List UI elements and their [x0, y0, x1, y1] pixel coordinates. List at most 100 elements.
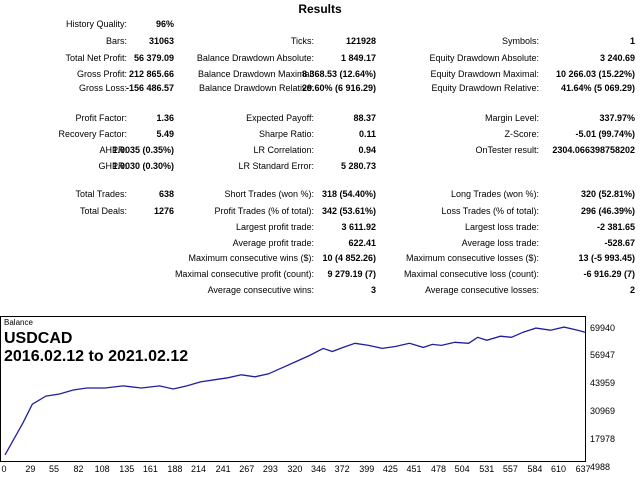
- history-quality-value: 96%: [155, 19, 174, 29]
- x-tick-label: 293: [262, 464, 278, 474]
- ahpr-label: AHPR:: [99, 145, 127, 155]
- average-loss-trade-value: -528.67: [604, 238, 635, 248]
- profit-trades-value: 342 (53.61%): [321, 206, 376, 216]
- max-consecutive-losses-label: Maximum consecutive losses ($):: [405, 253, 539, 263]
- ghpr-value: 1.0030 (0.30%): [112, 161, 174, 171]
- x-tick-label: 188: [167, 464, 183, 474]
- x-tick-label: 82: [73, 464, 84, 474]
- x-tick-label: 425: [382, 464, 398, 474]
- largest-loss-trade-label: Largest loss trade:: [464, 222, 539, 232]
- long-trades-label: Long Trades (won %):: [450, 189, 539, 199]
- equity-dd-absolute-label: Equity Drawdown Absolute:: [429, 53, 539, 63]
- total-net-profit-label: Total Net Profit:: [65, 53, 127, 63]
- z-score-label: Z-Score:: [504, 129, 539, 139]
- x-tick-label: 557: [502, 464, 518, 474]
- chart-symbol: USDCAD: [4, 330, 73, 347]
- loss-trades-label: Loss Trades (% of total):: [441, 206, 539, 216]
- short-trades-value: 318 (54.40%): [321, 189, 376, 199]
- margin-level-value: 337.97%: [599, 113, 635, 123]
- x-tick-label: 241: [215, 464, 231, 474]
- profit-factor-value: 1.36: [156, 113, 174, 123]
- gross-profit-label: Gross Profit:: [76, 69, 127, 79]
- total-trades-value: 638: [158, 189, 174, 199]
- y-tick-label: 17978: [590, 434, 616, 444]
- results-title: Results: [298, 2, 342, 16]
- average-profit-trade-label: Average profit trade:: [232, 238, 314, 248]
- maximal-consecutive-loss-value: -6 916.29 (7): [583, 269, 635, 279]
- maximal-consecutive-profit-label: Maximal consecutive profit (count):: [174, 269, 314, 279]
- recovery-factor-label: Recovery Factor:: [58, 129, 127, 139]
- equity-dd-relative-value: 41.64% (5 069.29): [560, 83, 635, 93]
- average-consecutive-wins-label: Average consecutive wins:: [207, 285, 314, 295]
- average-consecutive-losses-label: Average consecutive losses:: [425, 285, 539, 295]
- balance-dd-relative-value: 29.60% (6 916.29): [301, 83, 376, 93]
- y-tick-label: 30969: [590, 406, 616, 416]
- average-profit-trade-value: 622.41: [348, 238, 376, 248]
- ontester-result-label: OnTester result:: [475, 145, 539, 155]
- lr-standard-error-value: 5 280.73: [340, 161, 376, 171]
- chart-date-range: 2016.02.12 to 2021.02.12: [4, 348, 189, 365]
- max-consecutive-wins-value: 10 (4 852.26): [322, 253, 376, 263]
- gross-profit-value: 212 865.66: [128, 69, 174, 79]
- max-consecutive-wins-label: Maximum consecutive wins ($):: [188, 253, 314, 263]
- recovery-factor-value: 5.49: [156, 129, 174, 139]
- x-tick-label: 531: [479, 464, 495, 474]
- ahpr-value: 1.0035 (0.35%): [112, 145, 174, 155]
- ghpr-label: GHPR:: [98, 161, 127, 171]
- bars-label: Bars:: [105, 36, 127, 46]
- x-tick-label: 108: [94, 464, 110, 474]
- balance-dd-maximal-label: Balance Drawdown Maximal:: [197, 69, 314, 79]
- lr-correlation-value: 0.94: [358, 145, 376, 155]
- equity-dd-absolute-value: 3 240.69: [599, 53, 635, 63]
- gross-loss-label: Gross Loss:: [78, 83, 127, 93]
- loss-trades-value: 296 (46.39%): [580, 206, 635, 216]
- x-tick-label: 610: [551, 464, 567, 474]
- x-tick-label: 320: [287, 464, 303, 474]
- x-tick-label: 29: [25, 464, 36, 474]
- total-trades-label: Total Trades:: [75, 189, 127, 199]
- average-loss-trade-label: Average loss trade:: [461, 238, 539, 248]
- expected-payoff-value: 88.37: [353, 113, 376, 123]
- lr-correlation-label: LR Correlation:: [253, 145, 314, 155]
- y-tick-label: 4988: [590, 462, 611, 472]
- average-consecutive-losses-value: 2: [629, 285, 635, 295]
- ticks-label: Ticks:: [290, 36, 314, 46]
- largest-loss-trade-value: -2 381.65: [596, 222, 635, 232]
- x-tick-label: 346: [311, 464, 327, 474]
- lr-standard-error-label: LR Standard Error:: [238, 161, 314, 171]
- gross-loss-value: -156 486.57: [125, 83, 174, 93]
- maximal-consecutive-profit-value: 9 279.19 (7): [327, 269, 376, 279]
- chart-title: Balance: [4, 318, 33, 327]
- balance-dd-relative-label: Balance Drawdown Relative:: [198, 83, 314, 93]
- margin-level-label: Margin Level:: [484, 113, 539, 123]
- total-deals-label: Total Deals:: [79, 206, 127, 216]
- average-consecutive-wins-value: 3: [370, 285, 376, 295]
- equity-dd-relative-label: Equity Drawdown Relative:: [431, 83, 539, 93]
- x-tick-label: 584: [527, 464, 543, 474]
- balance-chart: Balance USDCAD 2016.02.12 to 2021.02.12 …: [0, 316, 640, 480]
- balance-dd-maximal-value: 8 368.53 (12.64%): [301, 69, 376, 79]
- profit-trades-label: Profit Trades (% of total):: [214, 206, 314, 216]
- y-tick-label: 69940: [590, 323, 616, 333]
- ontester-result-value: 2304.066398758202: [552, 145, 635, 155]
- x-tick-label: 451: [406, 464, 422, 474]
- balance-series-line: [4, 326, 586, 456]
- total-deals-value: 1276: [153, 206, 174, 216]
- expected-payoff-label: Expected Payoff:: [246, 113, 314, 123]
- x-tick-label: 399: [359, 464, 375, 474]
- symbols-label: Symbols:: [501, 36, 539, 46]
- total-net-profit-value: 56 379.09: [133, 53, 174, 63]
- x-tick-label: 214: [191, 464, 207, 474]
- balance-dd-absolute-value: 1 849.17: [340, 53, 376, 63]
- bars-value: 31063: [148, 36, 174, 46]
- equity-dd-maximal-value: 10 266.03 (15.22%): [555, 69, 635, 79]
- x-tick-label: 0: [1, 464, 7, 474]
- profit-factor-label: Profit Factor:: [75, 113, 127, 123]
- balance-line-svg: [4, 326, 586, 456]
- z-score-value: -5.01 (99.74%): [575, 129, 635, 139]
- history-quality-label: History Quality:: [65, 19, 127, 29]
- balance-dd-absolute-label: Balance Drawdown Absolute:: [196, 53, 314, 63]
- sharpe-ratio-label: Sharpe Ratio:: [258, 129, 314, 139]
- x-tick-label: 55: [48, 464, 60, 474]
- x-tick-label: 478: [431, 464, 447, 474]
